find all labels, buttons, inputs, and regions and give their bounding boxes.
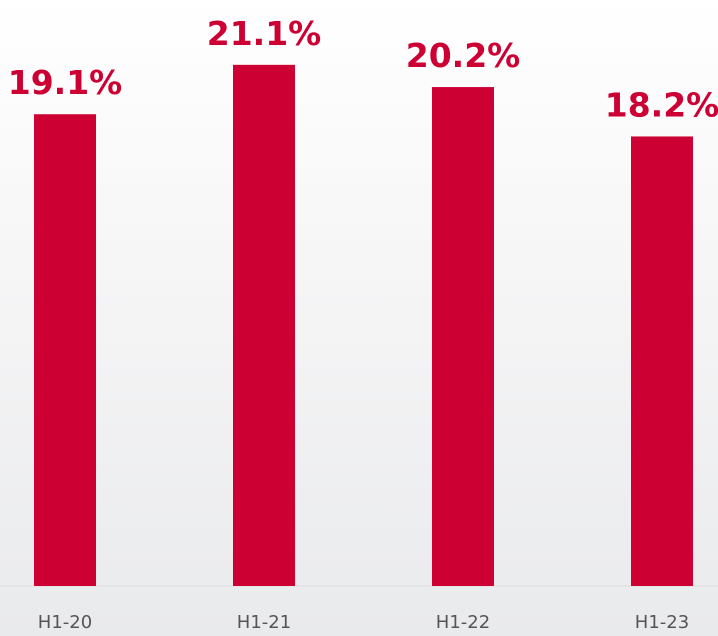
value-label: 19.1% <box>8 63 123 102</box>
bar <box>34 114 96 586</box>
bar <box>233 64 295 586</box>
bar <box>432 87 494 586</box>
value-label: 20.2% <box>406 36 521 75</box>
value-label: 18.2% <box>605 85 718 124</box>
value-label: 21.1% <box>207 14 322 53</box>
x-tick-label: H1-23 <box>635 612 689 633</box>
x-tick-label: H1-21 <box>237 612 291 633</box>
x-tick-label: H1-22 <box>436 612 490 633</box>
bar <box>631 136 693 586</box>
x-tick-label: H1-20 <box>38 612 92 633</box>
